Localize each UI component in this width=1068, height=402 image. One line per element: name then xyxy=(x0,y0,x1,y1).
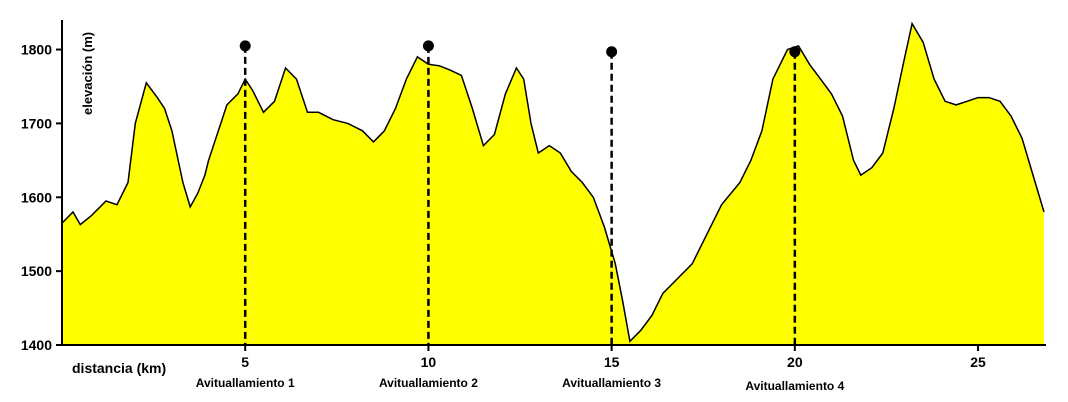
x-tick-label: 25 xyxy=(970,354,986,370)
aid-station-label: Avituallamiento 3 xyxy=(562,376,661,390)
aid-stations: Avituallamiento 1 Avituallamiento 2 Avitua… xyxy=(196,40,845,393)
aid-station-label: Avituallamiento 4 xyxy=(745,379,844,393)
y-tick-label: 1700 xyxy=(21,115,52,131)
x-tick-label: 15 xyxy=(604,354,620,370)
aid-station-marker xyxy=(422,40,434,52)
x-tick-label: 10 xyxy=(421,354,437,370)
y-tick-label: 1400 xyxy=(21,337,52,353)
elevation-area xyxy=(62,23,1044,345)
elevation-line xyxy=(61,21,1045,343)
y-ticks: 1400 1500 1600 1700 1800 xyxy=(21,42,62,353)
y-tick-label: 1500 xyxy=(21,263,52,279)
y-tick-label: 1800 xyxy=(21,42,52,58)
aid-station-marker xyxy=(606,46,618,58)
y-tick-label: 1600 xyxy=(21,189,52,205)
y-axis-label: elevación (m) xyxy=(80,32,95,115)
aid-station-label: Avituallamiento 1 xyxy=(196,376,295,390)
x-tick-label: 5 xyxy=(241,354,249,370)
x-axis-label: distancia (km) xyxy=(72,360,166,376)
x-tick-label: 20 xyxy=(787,354,803,370)
aid-station-label: Avituallamiento 2 xyxy=(379,376,478,390)
aid-station-marker xyxy=(239,40,251,52)
x-ticks: 5 10 15 20 25 xyxy=(241,345,986,370)
aid-station-marker xyxy=(789,46,801,58)
